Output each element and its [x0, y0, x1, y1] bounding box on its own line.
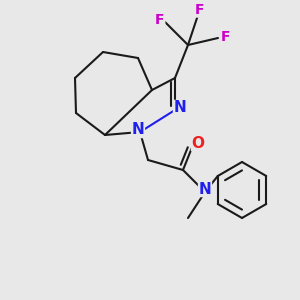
Text: O: O: [191, 136, 205, 151]
Text: N: N: [132, 122, 144, 137]
Text: F: F: [220, 30, 230, 44]
Text: F: F: [155, 13, 165, 27]
Text: N: N: [199, 182, 212, 196]
Text: F: F: [194, 3, 204, 17]
Text: N: N: [174, 100, 186, 116]
